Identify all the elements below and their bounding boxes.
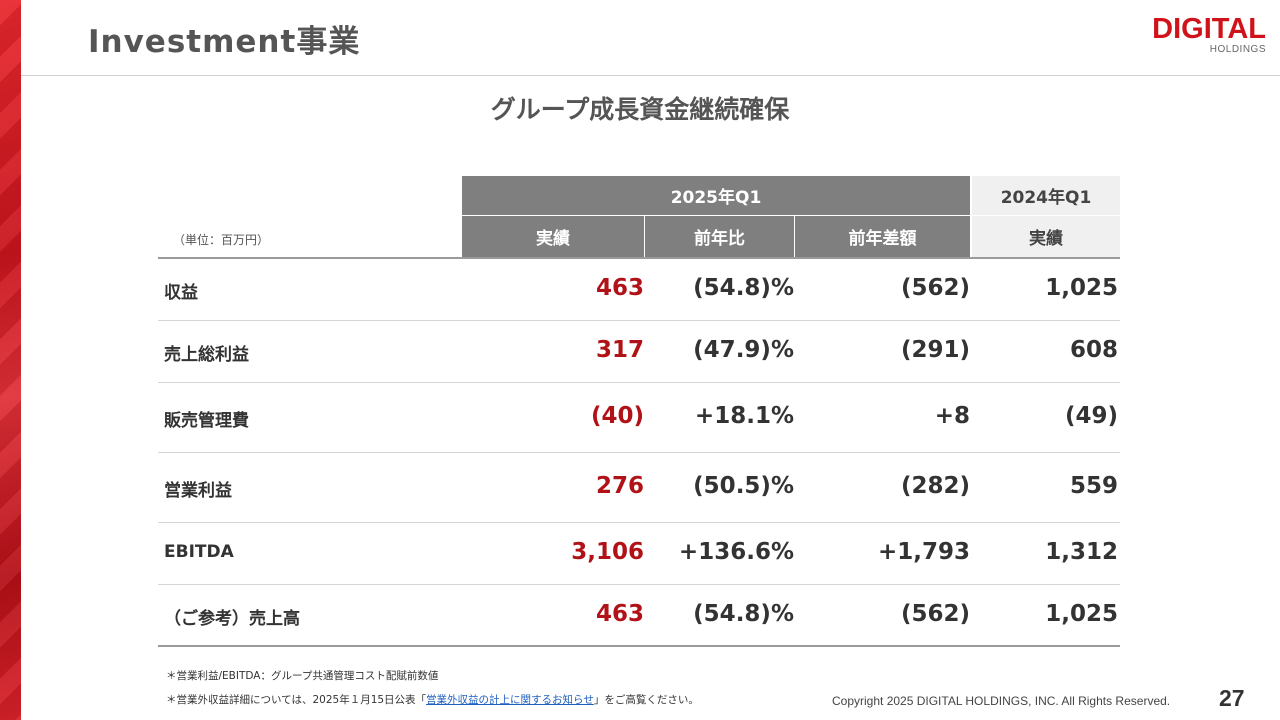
- cell-yoy-ratio: +136.6%: [678, 539, 794, 565]
- cell-actual: 276: [595, 473, 644, 499]
- col-header-actual: 実績: [462, 216, 644, 257]
- header-divider: [21, 75, 1280, 76]
- group-header-2024q1: 2024年Q1: [972, 176, 1120, 215]
- group-header-2025q1: 2025年Q1: [462, 176, 970, 215]
- cell-yoy-ratio: (54.8)%: [693, 601, 794, 627]
- table-row: 売上総利益 317 (47.9)% (291) 608: [158, 321, 1120, 383]
- footnote-ebitda: ＊営業利益/EBITDA：グループ共通管理コスト配賦前数値: [166, 670, 439, 682]
- footnote-text-prefix: ＊営業外収益詳細については、2025年１月15日公表「: [166, 694, 427, 706]
- row-label: 営業利益: [164, 481, 232, 501]
- header-bottom-rule: [158, 257, 1120, 259]
- announcement-link[interactable]: 営業外収益の計上に関するお知らせ: [426, 694, 594, 706]
- cell-yoy-diff: (291): [900, 337, 970, 363]
- cell-actual: 463: [595, 275, 644, 301]
- cell-prev-actual: 1,312: [1045, 539, 1118, 565]
- cell-prev-actual: 1,025: [1045, 601, 1118, 627]
- cell-prev-actual: 608: [1069, 337, 1118, 363]
- cell-actual: 317: [595, 337, 644, 363]
- cell-yoy-ratio: (50.5)%: [693, 473, 794, 499]
- cell-prev-actual: 1,025: [1045, 275, 1118, 301]
- table-row: 営業利益 276 (50.5)% (282) 559: [158, 453, 1120, 523]
- cell-yoy-diff: +1,793: [877, 539, 970, 565]
- row-label: （ご参考）売上高: [164, 609, 300, 629]
- cell-yoy-ratio: +18.1%: [694, 403, 794, 429]
- cell-actual: (40): [590, 403, 644, 429]
- row-label: 売上総利益: [164, 345, 249, 365]
- company-logo: DIGITAL HOLDINGS: [1146, 14, 1266, 55]
- col-header-yoy-diff: 前年差額: [795, 216, 970, 257]
- table-row: 販売管理費 (40) +18.1% +8 (49): [158, 383, 1120, 453]
- cell-prev-actual: 559: [1069, 473, 1118, 499]
- page-title: Investment事業: [88, 24, 361, 60]
- cell-actual: 3,106: [571, 539, 644, 565]
- slide-subtitle: グループ成長資金継続確保: [490, 95, 790, 124]
- page-number: 27: [1219, 685, 1245, 711]
- footnote-non-operating: ＊営業外収益詳細については、2025年１月15日公表「営業外収益の計上に関するお…: [166, 692, 699, 707]
- decorative-side-bar: [0, 0, 21, 720]
- table-row: EBITDA 3,106 +136.6% +1,793 1,312: [158, 523, 1120, 585]
- cell-yoy-ratio: (54.8)%: [693, 275, 794, 301]
- cell-actual: 463: [595, 601, 644, 627]
- cell-yoy-diff: (282): [900, 473, 970, 499]
- cell-yoy-diff: (562): [900, 601, 970, 627]
- cell-yoy-ratio: (47.9)%: [693, 337, 794, 363]
- cell-yoy-diff: +8: [934, 403, 970, 429]
- table-row: 収益 463 (54.8)% (562) 1,025: [158, 259, 1120, 321]
- table-row: （ご参考）売上高 463 (54.8)% (562) 1,025: [158, 585, 1120, 647]
- cell-yoy-diff: (562): [900, 275, 970, 301]
- col-header-prev-actual: 実績: [972, 216, 1120, 257]
- cell-prev-actual: (49): [1064, 403, 1118, 429]
- row-label: 販売管理費: [164, 411, 249, 431]
- copyright-notice: Copyright 2025 DIGITAL HOLDINGS, INC. Al…: [832, 694, 1171, 708]
- unit-label: （単位：百万円）: [173, 233, 270, 247]
- logo-sub-text: HOLDINGS: [1209, 44, 1266, 55]
- row-label: EBITDA: [164, 542, 234, 562]
- footnote-text-suffix: 」をご高覧ください。: [593, 694, 699, 706]
- row-label: 収益: [164, 283, 198, 303]
- logo-main-text: DIGITAL: [1152, 13, 1266, 45]
- col-header-yoy-ratio: 前年比: [645, 216, 794, 257]
